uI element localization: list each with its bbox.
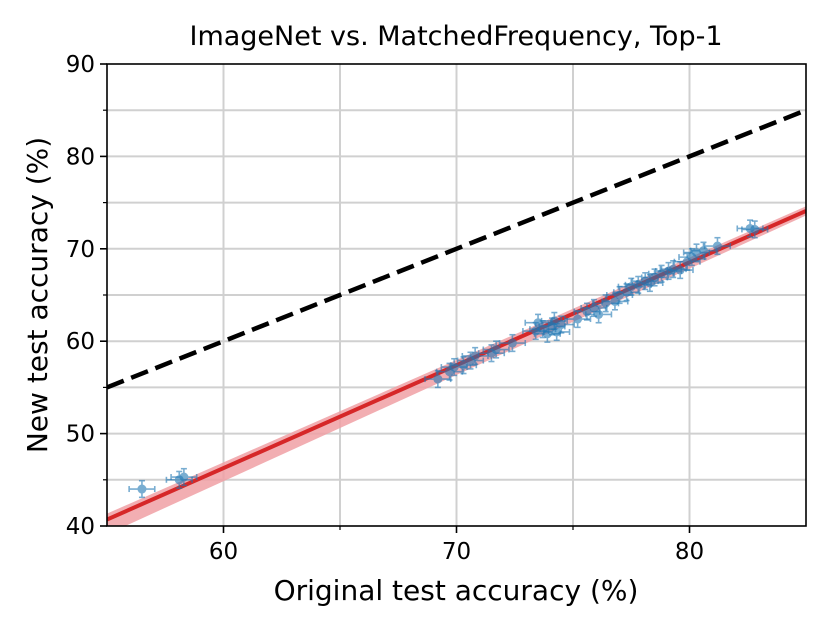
data-points xyxy=(128,219,769,499)
y-tick-label: 40 xyxy=(66,514,95,540)
data-point xyxy=(585,305,613,324)
data-point xyxy=(659,260,687,279)
data-point xyxy=(689,241,718,260)
data-point xyxy=(640,268,669,287)
x-tick-label: 80 xyxy=(675,539,704,565)
data-point xyxy=(678,248,706,267)
data-point xyxy=(543,322,571,342)
data-point xyxy=(449,356,478,375)
y-tick-label: 90 xyxy=(66,52,95,78)
axis-ticks: 60 70 80 40 50 60 70 80 90 xyxy=(66,52,704,565)
data-point xyxy=(461,346,489,366)
y-tick-label: 60 xyxy=(66,329,95,355)
x-axis-label: Original test accuracy (%) xyxy=(274,574,639,607)
grid-lines xyxy=(107,64,806,526)
data-point xyxy=(703,236,732,256)
y-tick-label: 80 xyxy=(66,144,95,170)
data-point xyxy=(477,344,506,363)
data-point xyxy=(573,302,601,321)
data-point xyxy=(547,315,575,334)
data-point xyxy=(482,340,510,359)
y-tick-label: 70 xyxy=(66,237,95,263)
data-point xyxy=(741,220,769,239)
data-point xyxy=(170,467,198,487)
chart-title: ImageNet vs. MatchedFrequency, Top-1 xyxy=(189,21,722,52)
data-point xyxy=(498,333,527,353)
data-point xyxy=(424,369,452,389)
y-axis-label: New test accuracy (%) xyxy=(21,137,54,453)
data-point xyxy=(128,479,156,499)
x-tick-label: 60 xyxy=(209,539,238,565)
reference-line-y-equals-x xyxy=(107,108,806,390)
y-tick-label: 50 xyxy=(66,422,95,448)
x-tick-label: 70 xyxy=(442,539,471,565)
